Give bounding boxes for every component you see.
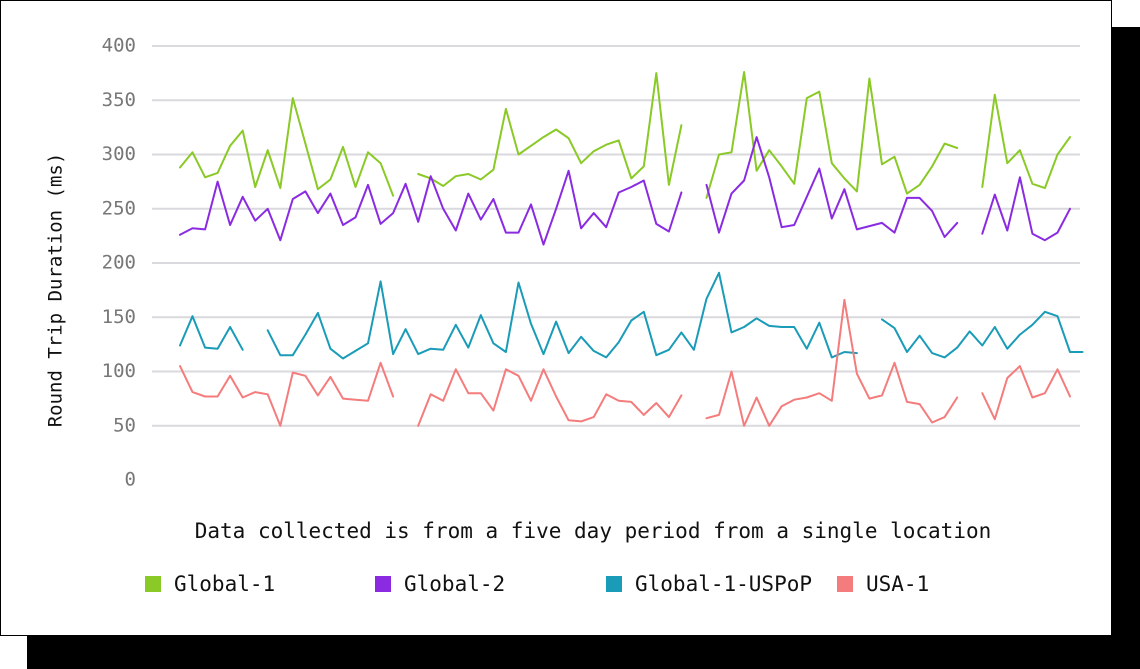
- y-tick-label: 200: [102, 252, 136, 274]
- y-axis-ticks: 0 50 100 150 200 250 300 350 400: [102, 35, 136, 491]
- legend-swatch: [606, 576, 622, 592]
- legend-label: Global-1-USPoP: [635, 572, 812, 596]
- y-tick-label: 50: [113, 414, 136, 436]
- legend-item-global-1: Global-1: [145, 572, 275, 596]
- legend: Global-1 Global-2 Global-1-USPoP USA-1: [145, 572, 929, 596]
- legend-label: USA-1: [866, 572, 929, 596]
- y-tick-label: 350: [102, 89, 136, 111]
- legend-swatch: [837, 576, 853, 592]
- y-tick-label: 400: [102, 35, 136, 57]
- y-tick-label: 0: [125, 469, 136, 491]
- y-tick-label: 250: [102, 197, 136, 219]
- y-tick-label: 100: [102, 360, 136, 382]
- legend-swatch: [375, 576, 391, 592]
- x-axis-label: Data collected is from a five day period…: [195, 519, 992, 543]
- y-axis-label: Round Trip Duration (ms): [45, 153, 67, 428]
- y-tick-label: 300: [102, 143, 136, 165]
- series-line-global-2: [179, 136, 1071, 246]
- legend-label: Global-2: [404, 572, 505, 596]
- grid-lines: [152, 45, 1080, 427]
- series-line-global-1-uspop: [179, 271, 1084, 360]
- series-line-global-1: [179, 71, 1071, 199]
- y-tick-label: 150: [102, 306, 136, 328]
- series-line-usa-1: [179, 298, 1071, 427]
- legend-item-usa-1: USA-1: [837, 572, 929, 596]
- legend-item-global-2: Global-2: [375, 572, 505, 596]
- legend-swatch: [145, 576, 161, 592]
- series-lines: [179, 71, 1084, 427]
- legend-item-global-1-uspop: Global-1-USPoP: [606, 572, 812, 596]
- legend-label: Global-1: [174, 572, 275, 596]
